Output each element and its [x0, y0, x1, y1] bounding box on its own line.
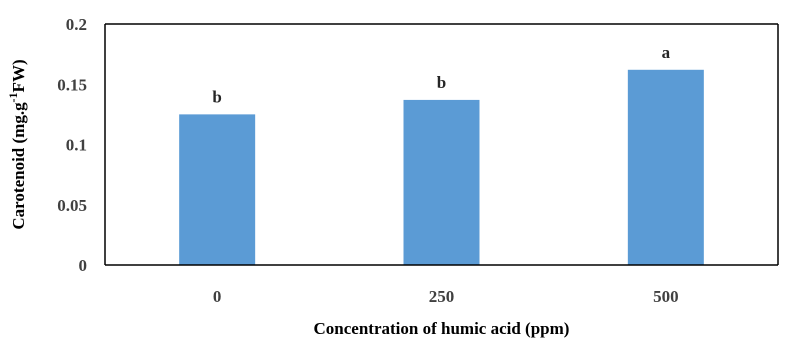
y-axis-title-unit: FW) — [9, 59, 28, 92]
x-tick-label-250: 250 — [429, 287, 455, 306]
y-ticks-layer: 0 0.05 0.1 0.15 0.2 — [57, 15, 87, 275]
data-label-500: a — [662, 43, 671, 62]
y-axis-title-main: Carotenoid (mg.g — [9, 102, 28, 230]
bars-layer — [179, 69, 704, 265]
x-tick-label-0: 0 — [213, 287, 222, 306]
y-axis-title-superscript: -1 — [6, 92, 20, 102]
bar-500 — [627, 69, 704, 265]
bar-0 — [179, 114, 256, 265]
y-tick-label-4: 0.2 — [66, 15, 87, 34]
data-labels-layer: b b a — [212, 43, 670, 107]
y-tick-label-2: 0.1 — [66, 136, 87, 155]
y-tick-label-3: 0.15 — [57, 75, 87, 94]
y-axis-title: Carotenoid (mg.g-1FW) — [6, 59, 28, 229]
x-ticks-layer: 0 250 500 — [213, 287, 679, 306]
y-tick-label-0: 0 — [79, 256, 88, 275]
data-label-250: b — [437, 73, 446, 92]
data-label-0: b — [212, 87, 221, 106]
y-tick-label-1: 0.05 — [57, 196, 87, 215]
x-axis-title: Concentration of humic acid (ppm) — [314, 319, 570, 338]
bar-250 — [403, 99, 480, 265]
x-tick-label-500: 500 — [653, 287, 679, 306]
